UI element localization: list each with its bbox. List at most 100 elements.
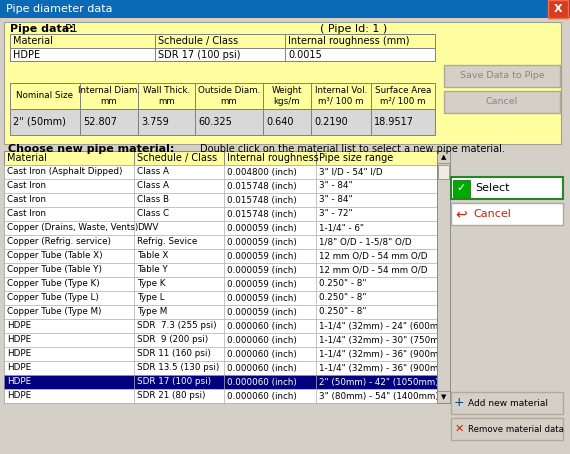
Text: Cast Iron (Asphalt Dipped): Cast Iron (Asphalt Dipped) (7, 168, 123, 177)
Bar (10, 34, 155, 48)
Text: Class C: Class C (137, 209, 169, 218)
Bar (155, 34, 285, 48)
Text: ✕: ✕ (454, 424, 463, 434)
Bar (134, 151, 224, 165)
Bar (4, 221, 134, 235)
Bar (316, 263, 437, 277)
Bar (437, 151, 450, 163)
Text: 0.250" - 8": 0.250" - 8" (319, 307, 367, 316)
Text: ( Pipe Id: 1 ): ( Pipe Id: 1 ) (320, 24, 387, 34)
Text: SDR  7.3 (255 psi): SDR 7.3 (255 psi) (137, 321, 217, 331)
Bar (451, 392, 563, 414)
Text: HDPE: HDPE (7, 364, 31, 372)
Bar (4, 151, 134, 165)
Bar (224, 165, 316, 179)
Bar (134, 207, 224, 221)
Bar (548, 0, 568, 18)
Text: 18.9517: 18.9517 (374, 117, 414, 127)
Text: 1-1/4" (32mm) - 24" (600mm): 1-1/4" (32mm) - 24" (600mm) (319, 321, 450, 331)
Bar (4, 361, 134, 375)
Bar (134, 347, 224, 361)
Bar (4, 22, 561, 144)
Text: SDR 17 (100 psi): SDR 17 (100 psi) (137, 377, 211, 386)
Bar (4, 375, 134, 389)
Bar (134, 235, 224, 249)
Text: 2" (50mm) - 42" (1050mm): 2" (50mm) - 42" (1050mm) (319, 377, 439, 386)
Bar (138, 109, 195, 135)
Text: 0.015748 (inch): 0.015748 (inch) (227, 209, 297, 218)
Text: P1: P1 (65, 24, 79, 34)
Bar (316, 151, 437, 165)
Bar (4, 319, 134, 333)
Text: 0.000060 (inch): 0.000060 (inch) (227, 321, 297, 331)
Bar (316, 193, 437, 207)
Bar (80, 83, 138, 109)
Text: Internal Vol.
m³/ 100 m: Internal Vol. m³/ 100 m (315, 86, 367, 106)
Bar (4, 151, 437, 403)
Bar (155, 48, 285, 61)
Bar (437, 151, 450, 403)
Text: 1-1/4" - 6": 1-1/4" - 6" (319, 223, 364, 232)
Bar (4, 193, 134, 207)
Bar (224, 333, 316, 347)
Bar (134, 333, 224, 347)
Bar (444, 91, 560, 113)
Text: Weight
kgs/m: Weight kgs/m (272, 86, 302, 106)
Text: Pipe data:: Pipe data: (10, 24, 74, 34)
Text: SDR  9 (200 psi): SDR 9 (200 psi) (137, 336, 208, 345)
Bar (224, 235, 316, 249)
Text: Double click on the material list to select a new pipe material.: Double click on the material list to sel… (200, 144, 505, 154)
Text: Copper Tube (Table Y): Copper Tube (Table Y) (7, 266, 102, 275)
Bar (316, 235, 437, 249)
Bar (224, 179, 316, 193)
Text: 60.325: 60.325 (198, 117, 232, 127)
Text: 0.000059 (inch): 0.000059 (inch) (227, 252, 297, 261)
Text: Cancel: Cancel (473, 209, 511, 219)
Text: HDPE: HDPE (13, 49, 40, 59)
Bar (224, 221, 316, 235)
Text: 0.015748 (inch): 0.015748 (inch) (227, 182, 297, 191)
Text: Cancel: Cancel (486, 98, 518, 107)
Bar (451, 177, 563, 199)
Text: 52.807: 52.807 (83, 117, 117, 127)
Text: HDPE: HDPE (7, 391, 31, 400)
Bar (80, 109, 138, 135)
Text: HDPE: HDPE (7, 377, 31, 386)
Text: 0.000059 (inch): 0.000059 (inch) (227, 280, 297, 288)
Bar (4, 207, 134, 221)
Text: 1-1/4" (32mm) - 36" (900mm): 1-1/4" (32mm) - 36" (900mm) (319, 364, 450, 372)
Bar (263, 109, 311, 135)
Bar (4, 235, 134, 249)
Text: 0.000059 (inch): 0.000059 (inch) (227, 223, 297, 232)
Text: Copper Tube (Table X): Copper Tube (Table X) (7, 252, 103, 261)
Bar (224, 305, 316, 319)
Text: Save Data to Pipe: Save Data to Pipe (459, 71, 544, 80)
Bar (444, 65, 560, 87)
Text: Type L: Type L (137, 293, 165, 302)
Bar (4, 291, 134, 305)
Text: 0.000060 (inch): 0.000060 (inch) (227, 377, 297, 386)
Text: Select: Select (475, 183, 510, 193)
Bar (134, 277, 224, 291)
Text: 0.640: 0.640 (266, 117, 294, 127)
Text: 0.000059 (inch): 0.000059 (inch) (227, 307, 297, 316)
Bar (224, 151, 316, 165)
Bar (134, 179, 224, 193)
Bar (285, 48, 435, 61)
Bar (134, 221, 224, 235)
Text: 3" - 84": 3" - 84" (319, 182, 353, 191)
Text: 0.015748 (inch): 0.015748 (inch) (227, 196, 297, 204)
Text: 0.250" - 8": 0.250" - 8" (319, 280, 367, 288)
Bar (263, 83, 311, 109)
Bar (134, 319, 224, 333)
Bar (316, 249, 437, 263)
Bar (4, 277, 134, 291)
Bar (4, 347, 134, 361)
Bar (134, 165, 224, 179)
Bar (4, 179, 134, 193)
Bar (10, 83, 80, 109)
Bar (134, 375, 224, 389)
Text: ✓: ✓ (457, 183, 466, 193)
Text: Cast Iron: Cast Iron (7, 196, 46, 204)
Text: 12 mm O/D - 54 mm O/D: 12 mm O/D - 54 mm O/D (319, 266, 428, 275)
